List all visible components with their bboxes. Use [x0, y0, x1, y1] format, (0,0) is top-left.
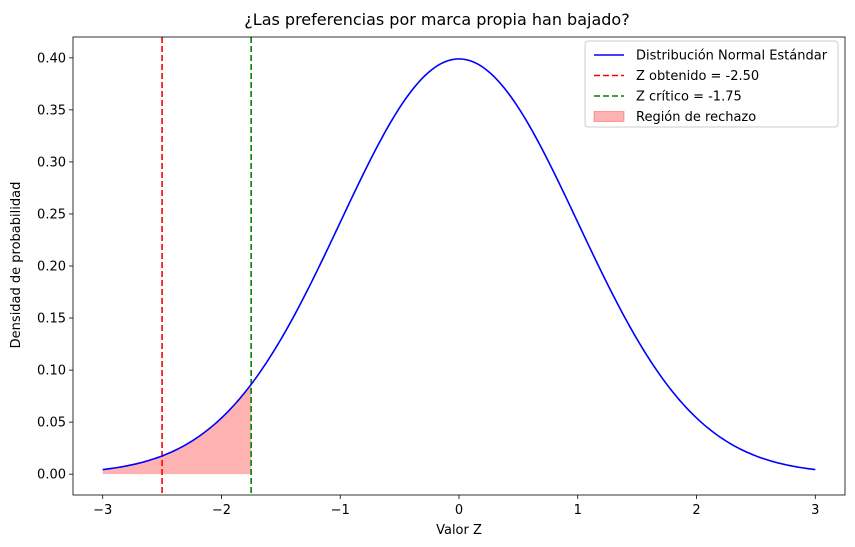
y-tick-label: 0.15	[37, 312, 66, 327]
chart-title: ¿Las preferencias por marca propia han b…	[244, 10, 629, 29]
legend-entry-label: Región de rechazo	[636, 110, 756, 125]
x-tick-label: −2	[212, 503, 231, 518]
legend-box	[584, 40, 839, 128]
y-tick-label: 0.35	[37, 103, 66, 118]
x-tick-label: −1	[331, 503, 350, 518]
y-tick-label: 0.20	[37, 260, 66, 275]
y-axis-label: Densidad de probabilidad	[9, 182, 24, 349]
y-tick-label: 0.05	[37, 416, 66, 431]
y-tick-label: 0.10	[37, 364, 66, 379]
axes-layer: −3 −2 −1 0 1 2 3 0.00 0.05 0.10 0.15 0.20 0.25 0.30 0.…	[37, 36, 846, 518]
x-axis-label: Valor Z	[436, 523, 482, 538]
x-tick-label: 3	[811, 503, 819, 518]
y-tick-label: 0.30	[37, 155, 66, 170]
area-layer	[102, 384, 252, 475]
y-tick-label: 0.00	[37, 468, 66, 483]
x-tick-label: 2	[692, 503, 700, 518]
y-tick-label: 0.25	[37, 207, 66, 222]
legend: Distribución Normal Estándar Z obtenido =…	[584, 40, 839, 128]
x-tick-label: 0	[455, 503, 463, 518]
x-tick-label: 1	[574, 503, 582, 518]
legend-entry-label: Z obtenido = -2.50	[636, 69, 759, 84]
x-tick-label: −3	[93, 503, 112, 518]
vline-layer	[161, 37, 252, 495]
legend-entry-label: Z crítico = -1.75	[636, 90, 742, 105]
curve-layer	[102, 58, 816, 471]
text-layer: ¿Las preferencias por marca propia han b…	[9, 10, 630, 538]
normal-distribution-curve	[102, 58, 816, 471]
legend-handle-rejection-region	[593, 111, 625, 122]
rejection-region-area	[102, 384, 252, 475]
legend-entry-label: Distribución Normal Estándar	[636, 49, 828, 64]
y-tick-label: 0.40	[37, 51, 66, 66]
